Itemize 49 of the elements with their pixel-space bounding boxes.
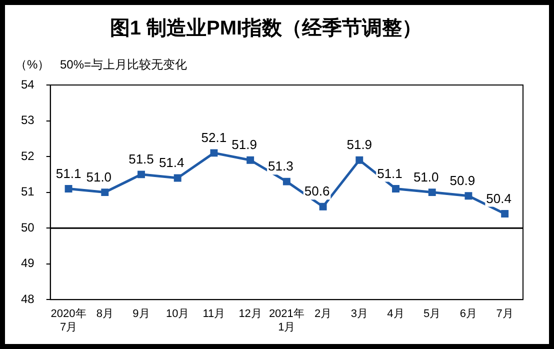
y-tick-label: 48 (20, 292, 35, 306)
x-tick-label: 10月 (166, 308, 190, 320)
point (101, 188, 109, 196)
data-label: 50.4 (486, 190, 512, 206)
x-tick-label: 7月 (496, 308, 514, 320)
point (319, 202, 327, 210)
point (64, 185, 72, 192)
y-axis-title: （%） (15, 57, 50, 72)
data-label: 50.6 (304, 184, 330, 199)
data-label: 51.5 (128, 151, 154, 166)
data-label: 51.9 (232, 137, 257, 152)
x-tick-label: 2020年7月 (50, 308, 86, 334)
y-tick-label: 50 (20, 220, 35, 234)
x-tick-label: 6月 (460, 308, 478, 320)
y-tick-label: 49 (20, 256, 35, 270)
data-label: 51.0 (86, 169, 112, 184)
x-tick-label: 2月 (314, 308, 332, 320)
x-tick-label: 9月 (132, 308, 150, 320)
data-label: 51.0 (413, 169, 439, 184)
y-tick-label: 51 (20, 184, 35, 199)
data-label: 51.1 (56, 166, 82, 181)
data-label: 50.9 (450, 172, 476, 188)
chart-title: 图1 制造业PMI指数（经季节调整） (110, 16, 422, 40)
point (501, 210, 509, 218)
point (356, 156, 364, 164)
y-tick-label: 53 (20, 113, 35, 128)
data-label: 51.4 (158, 155, 184, 170)
point (282, 178, 290, 186)
x-tick-label: 8月 (96, 308, 114, 320)
data-label: 51.1 (377, 166, 402, 181)
x-tick-label: 2021年1月 (268, 308, 304, 334)
x-tick-label: 12月 (238, 308, 262, 320)
y-tick-label: 54 (20, 77, 35, 92)
point (138, 170, 145, 178)
data-label: 52.1 (201, 130, 227, 146)
point (464, 192, 472, 200)
text: 50%=与上月比较无变化 (60, 57, 188, 72)
x-tick-label: 5月 (424, 308, 441, 320)
x-tick-label: 11月 (202, 308, 226, 320)
point (428, 188, 436, 196)
point (174, 174, 182, 182)
data-label: 51.3 (268, 158, 294, 174)
data-label: 51.9 (346, 137, 372, 152)
y-tick-label: 52 (20, 148, 35, 163)
x-tick-label: 4月 (387, 308, 404, 320)
point (246, 156, 254, 164)
point (210, 149, 218, 157)
point (392, 185, 400, 192)
x-tick-label: 3月 (350, 308, 368, 320)
